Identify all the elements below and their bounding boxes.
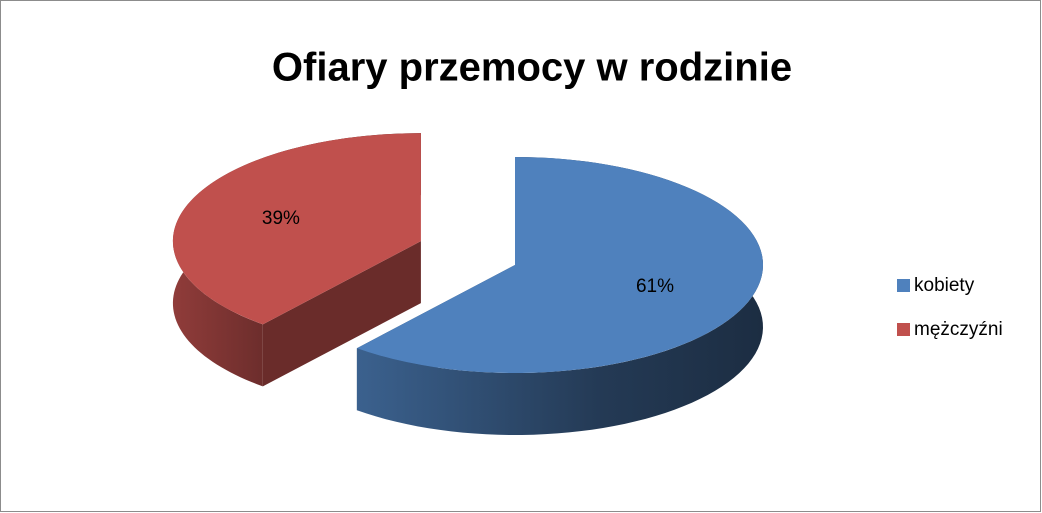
data-label: 39% — [262, 208, 300, 229]
legend-label: kobiety — [914, 275, 975, 296]
data-label: 61% — [636, 276, 674, 297]
slice: 39% — [172, 133, 421, 387]
legend-label: mężczyźni — [914, 319, 1003, 340]
pie: 61% 39% — [172, 133, 764, 435]
chart-title: Ofiary przemocy w rodzinie — [272, 46, 792, 90]
slice: 61% — [356, 157, 764, 435]
slice-cut-face — [262, 241, 421, 387]
legend-swatch — [897, 279, 910, 292]
legend-swatch — [897, 323, 910, 336]
slice-top — [356, 157, 764, 373]
legend: kobiety mężczyźni — [897, 275, 1003, 340]
slice-top — [172, 133, 421, 325]
